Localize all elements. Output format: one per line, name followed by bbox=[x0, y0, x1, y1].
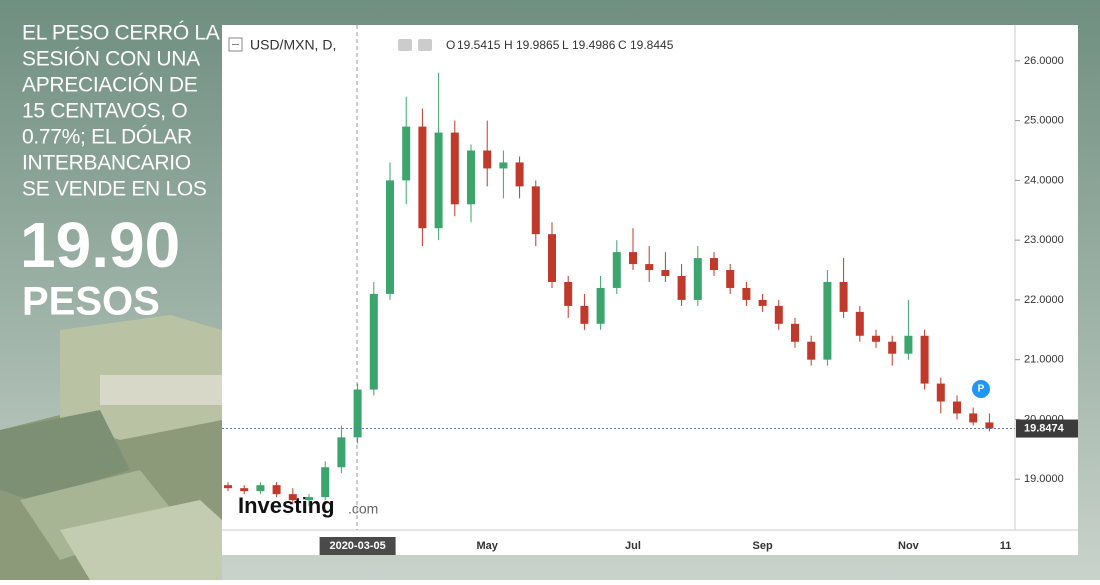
candle-body bbox=[872, 335, 880, 342]
candle-body bbox=[774, 305, 783, 324]
candle-body bbox=[791, 323, 799, 342]
y-tick-label: 23.0000 bbox=[1024, 234, 1064, 246]
ohlc-value: 19.8445 bbox=[630, 38, 674, 52]
candle-body bbox=[548, 234, 556, 282]
candle-body bbox=[418, 126, 427, 229]
headline-line: SE VENDE EN LOS bbox=[22, 178, 207, 201]
headline-line: 0.77%; EL DÓLAR bbox=[22, 126, 192, 149]
candle-body bbox=[985, 422, 994, 429]
candle-body bbox=[807, 341, 816, 360]
candle-body bbox=[353, 389, 362, 438]
candle-body bbox=[953, 401, 961, 414]
candle-body bbox=[839, 281, 848, 312]
candle-body bbox=[256, 485, 265, 492]
candle-body bbox=[710, 258, 718, 271]
candle-body bbox=[823, 281, 832, 360]
candle-body bbox=[483, 150, 492, 169]
ohlc-label: L bbox=[562, 38, 569, 52]
candle-body bbox=[450, 132, 459, 205]
crosshair-date-box bbox=[319, 537, 396, 555]
candle-body bbox=[645, 264, 654, 271]
visibility-toggle[interactable] bbox=[398, 39, 412, 51]
candle-body bbox=[305, 497, 313, 501]
x-tick-label: Sep bbox=[753, 540, 773, 552]
candle-body bbox=[564, 281, 573, 306]
candle-body bbox=[612, 252, 621, 288]
event-marker[interactable] bbox=[972, 380, 990, 398]
candle-body bbox=[596, 287, 605, 324]
candle-body bbox=[224, 485, 232, 489]
ohlc-value: 19.9865 bbox=[516, 38, 560, 52]
chart-panel bbox=[222, 25, 1078, 555]
x-tick-label: 11 bbox=[1000, 540, 1012, 552]
candle-body bbox=[288, 494, 297, 501]
x-tick-label: Jul bbox=[625, 540, 641, 552]
candle-body bbox=[936, 383, 945, 402]
logo-suffix: .com bbox=[348, 501, 378, 517]
candle-body bbox=[369, 293, 378, 390]
candle-body bbox=[888, 341, 897, 354]
candle-body bbox=[240, 488, 249, 492]
candle-body bbox=[515, 162, 524, 187]
candle-body bbox=[272, 485, 281, 495]
last-price-label: 19.8474 bbox=[1024, 422, 1065, 434]
candle-body bbox=[726, 270, 735, 288]
collapse-button[interactable] bbox=[228, 37, 243, 52]
candle-body bbox=[758, 299, 767, 306]
headline-line: 15 CENTAVOS, O bbox=[22, 100, 187, 123]
candle-body bbox=[337, 437, 346, 468]
x-tick-label: 2020-03-05 bbox=[329, 540, 385, 552]
logo: Investing bbox=[238, 493, 335, 518]
candle-body bbox=[969, 413, 978, 423]
candle-body bbox=[467, 150, 475, 205]
candle-body bbox=[580, 305, 589, 324]
y-tick-label: 19.0000 bbox=[1024, 473, 1064, 485]
candle-body bbox=[904, 335, 913, 354]
event-marker-icon: P bbox=[978, 384, 985, 395]
y-tick-label: 24.0000 bbox=[1024, 174, 1064, 186]
last-price-box bbox=[1016, 419, 1078, 438]
x-tick-label: May bbox=[476, 540, 498, 552]
ohlc-value: 19.5415 bbox=[457, 38, 501, 52]
x-tick-label: Nov bbox=[898, 540, 920, 552]
ohlc-label: O bbox=[446, 38, 455, 52]
price-unit: PESOS bbox=[22, 280, 160, 324]
candle-body bbox=[629, 252, 637, 265]
settings-toggle[interactable] bbox=[418, 39, 432, 51]
y-tick-label: 22.0000 bbox=[1024, 294, 1064, 306]
y-tick-label: 26.0000 bbox=[1024, 55, 1064, 67]
candle-body bbox=[661, 270, 670, 277]
candle-body bbox=[742, 287, 751, 300]
candle-body bbox=[677, 276, 686, 300]
candle-body bbox=[499, 162, 508, 169]
price-highlight: 19.90 bbox=[20, 209, 180, 281]
ohlc-value: 19.4986 bbox=[572, 38, 616, 52]
ohlc-label: C bbox=[618, 38, 627, 52]
y-tick-label: 25.0000 bbox=[1024, 115, 1064, 127]
candle-body bbox=[855, 311, 864, 336]
headline-line: INTERBANCARIO bbox=[22, 152, 191, 175]
money-illustration bbox=[0, 315, 222, 580]
y-tick-label: 21.0000 bbox=[1024, 354, 1064, 366]
headline-line: SESIÓN CON UNA bbox=[22, 48, 200, 71]
candle-body bbox=[402, 126, 411, 181]
symbol: USD/MXN, D, bbox=[250, 37, 336, 53]
candle-body bbox=[386, 180, 394, 294]
headline-line: APRECIACIÓN DE bbox=[22, 74, 198, 97]
candle-body bbox=[321, 467, 330, 498]
headline-line: EL PESO CERRÓ LA bbox=[22, 22, 220, 45]
ohlc-label: H bbox=[504, 38, 513, 52]
candle-body bbox=[531, 186, 540, 235]
candle-body bbox=[693, 258, 702, 300]
candle-body bbox=[920, 335, 929, 384]
candle-body bbox=[434, 132, 443, 229]
